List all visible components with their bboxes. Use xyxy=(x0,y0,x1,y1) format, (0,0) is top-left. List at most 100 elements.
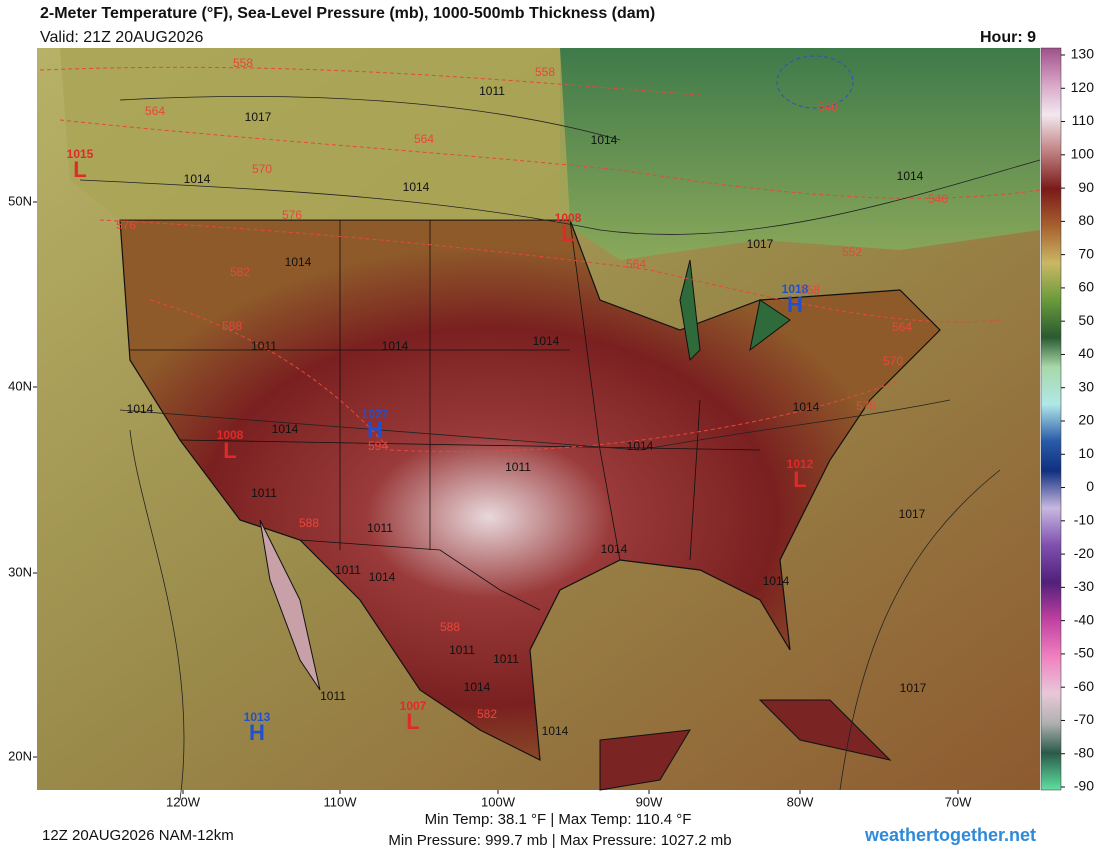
pressure-value: 1008 xyxy=(555,211,582,225)
colorbar-label: 20 xyxy=(1078,412,1094,428)
valid-time: Valid: 21Z 20AUG2026 xyxy=(40,29,203,46)
isobar-label: 1011 xyxy=(251,339,277,353)
isobar-label: 1011 xyxy=(251,486,277,500)
thickness-label: 576 xyxy=(282,208,302,222)
thickness-label: 570 xyxy=(252,162,272,176)
thickness-label: 564 xyxy=(892,320,912,334)
thickness-label: 546 xyxy=(928,192,948,206)
isobar-label: 1014 xyxy=(127,402,154,416)
thickness-label: 576 xyxy=(116,218,136,232)
caribbean-islands xyxy=(599,699,892,791)
thickness-low xyxy=(776,55,854,109)
forecast-hour: Hour: 9 xyxy=(980,29,1036,46)
colorbar-label: 50 xyxy=(1078,312,1094,328)
colorbar-label: -30 xyxy=(1074,578,1094,594)
pressure-value: 1013 xyxy=(244,710,271,724)
isobar-label: 1014 xyxy=(464,680,491,694)
lat-label: 20N xyxy=(8,748,32,763)
colorbar-label: 70 xyxy=(1078,245,1094,261)
colorbar-label: 40 xyxy=(1078,345,1094,361)
isobar-label: 1014 xyxy=(272,422,299,436)
isobar-label: 1014 xyxy=(184,172,211,186)
isobar-label: 1014 xyxy=(382,339,409,353)
pressure-range: Min Pressure: 999.7 mb | Max Pressure: 1… xyxy=(388,832,731,849)
isobars xyxy=(79,96,1041,801)
colorbar-label: -20 xyxy=(1074,545,1094,561)
isobar-label: 1011 xyxy=(449,643,475,657)
thickness-label: 588 xyxy=(440,620,460,634)
thickness-label: 570 xyxy=(883,354,903,368)
pressure-letter: H xyxy=(249,720,265,745)
isobar-label: 1014 xyxy=(591,133,618,147)
colorbar-label: -50 xyxy=(1074,645,1094,661)
colorbar-label: 110 xyxy=(1072,112,1095,128)
pressure-value: 1012 xyxy=(787,457,814,471)
colorbar-label: -60 xyxy=(1074,678,1094,694)
isobar-label: 1017 xyxy=(900,681,927,695)
colorbar-label: 130 xyxy=(1071,46,1095,62)
isobar-label: 1014 xyxy=(533,334,560,348)
pressure-letter: L xyxy=(406,709,419,734)
model-run: 12Z 20AUG2026 NAM-12km xyxy=(42,827,234,844)
isobar-label: 1011 xyxy=(505,460,531,474)
isobar-label: 1014 xyxy=(763,574,790,588)
thickness-label: 558 xyxy=(233,56,253,70)
colorbar-label: 10 xyxy=(1078,445,1094,461)
isobar-label: 1017 xyxy=(899,507,926,521)
thickness-contours xyxy=(39,66,1041,453)
lon-label: 90W xyxy=(636,794,663,809)
colorbar-label: 30 xyxy=(1078,378,1094,394)
isobar-label: 1014 xyxy=(627,439,654,453)
thickness-label: 564 xyxy=(145,104,165,118)
pressure-letter: H xyxy=(367,417,383,442)
lon-label: 70W xyxy=(945,794,972,809)
isobar-label: 1014 xyxy=(601,542,628,556)
isobar-label: 1011 xyxy=(335,563,361,577)
isobar-label: 1014 xyxy=(369,570,396,584)
colorbar-label: -40 xyxy=(1074,611,1094,627)
temp-range: Min Temp: 38.1 °F | Max Temp: 110.4 °F xyxy=(425,811,692,828)
pressure-value: 1027 xyxy=(362,407,389,421)
thickness-label: 582 xyxy=(230,265,250,279)
thickness-label: 588 xyxy=(299,516,319,530)
thickness-label: 558 xyxy=(535,65,555,79)
pressure-value: 1007 xyxy=(400,699,427,713)
thickness-label: 552 xyxy=(842,245,862,259)
lon-label: 100W xyxy=(481,794,516,809)
colorbar-label: -70 xyxy=(1074,711,1094,727)
colorbar-label: 60 xyxy=(1078,279,1094,295)
canada-east xyxy=(560,48,1040,260)
isobar-label: 1014 xyxy=(897,169,924,183)
thickness-label: 594 xyxy=(368,439,388,453)
pressure-letter: L xyxy=(561,221,574,246)
thickness-label: 564 xyxy=(626,257,646,271)
lon-label: 120W xyxy=(166,794,201,809)
isobar-label: 1017 xyxy=(245,110,272,124)
lon-label: 80W xyxy=(787,794,814,809)
isobar-label: 1014 xyxy=(403,180,430,194)
isobar-label: 1017 xyxy=(747,237,774,251)
great-lakes xyxy=(679,259,791,362)
title: 2-Meter Temperature (°F), Sea-Level Pres… xyxy=(40,5,655,22)
lat-label: 30N xyxy=(8,564,32,579)
colorbar-label: 90 xyxy=(1078,179,1094,195)
pressure-letter: H xyxy=(787,292,803,317)
isobar-label: 1014 xyxy=(285,255,312,269)
colorbar-label: -90 xyxy=(1074,778,1094,794)
lon-label: 110W xyxy=(324,794,358,809)
pressure-letter: L xyxy=(73,157,86,182)
pressure-value: 1008 xyxy=(217,428,244,442)
pressure-value: 1015 xyxy=(67,147,94,161)
canada-west xyxy=(60,48,570,220)
lat-label: 50N xyxy=(8,193,32,208)
colorbar-label: 120 xyxy=(1071,79,1095,95)
baja xyxy=(259,519,321,691)
colorbar-label: 0 xyxy=(1086,478,1094,494)
isobar-label: 1014 xyxy=(542,724,569,738)
colorbar-label: 100 xyxy=(1071,146,1095,162)
site-name: weathertogether.net xyxy=(864,825,1036,845)
colorbar-label: -10 xyxy=(1074,512,1094,528)
lat-label: 40N xyxy=(8,378,32,393)
isobar-label: 1014 xyxy=(793,400,820,414)
